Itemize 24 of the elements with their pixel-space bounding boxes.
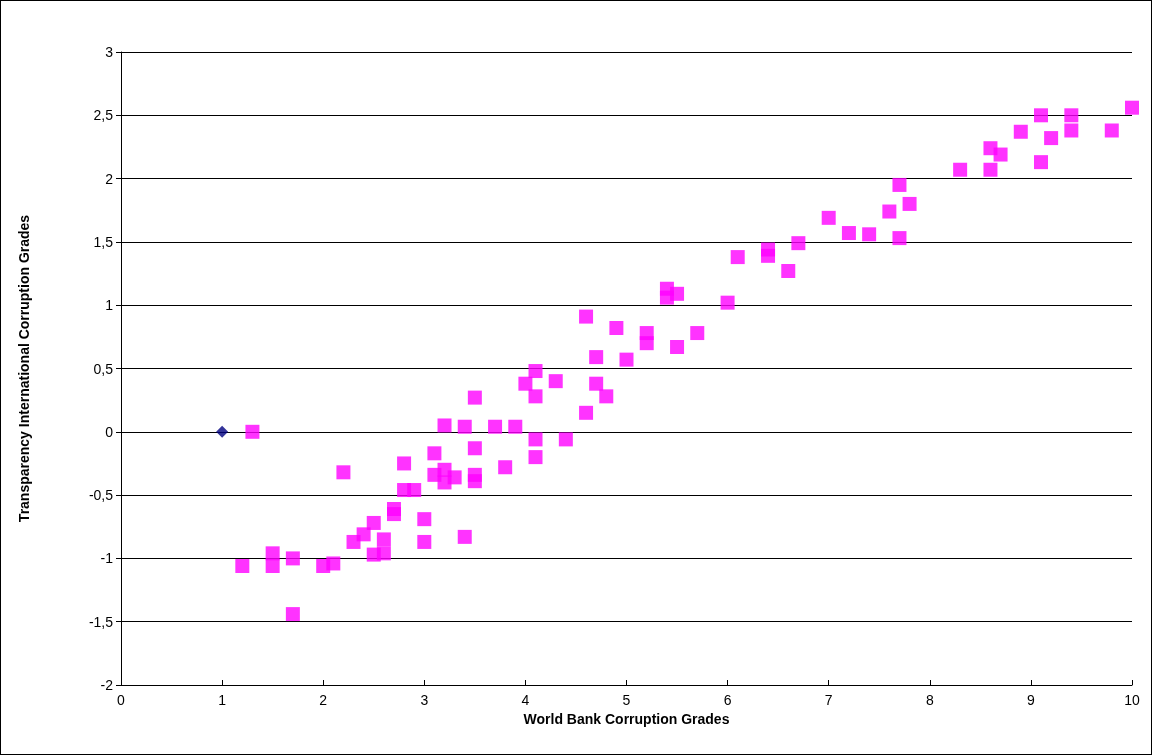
y-tick-label: 0,5 (93, 360, 114, 377)
y-tick-label: 0 (105, 423, 114, 440)
x-tick-label: 2 (319, 692, 328, 708)
x-tick-label: 6 (723, 692, 732, 708)
y-tick-label: 1,5 (93, 233, 114, 250)
x-tick-label: 10 (1124, 692, 1140, 708)
y-tick-label: -1,5 (88, 613, 114, 630)
x-tick-label: 0 (117, 692, 126, 708)
x-tick-label: 7 (824, 692, 833, 708)
y-tick-label: -1 (100, 550, 114, 567)
x-tick-label: 4 (521, 692, 530, 708)
y-tick-label: -0,5 (88, 487, 114, 504)
x-axis-title: World Bank Corruption Grades (523, 710, 730, 727)
x-tick-label: 1 (218, 692, 227, 708)
x-tick-label: 8 (925, 692, 934, 708)
y-tick-label: 1 (105, 297, 114, 314)
x-tick-label: 5 (622, 692, 631, 708)
y-tick-label: -2 (100, 677, 114, 693)
y-tick-label: 2,5 (93, 107, 114, 124)
y-tick-label: 2 (105, 170, 114, 187)
x-tick-label: 3 (420, 692, 429, 708)
x-tick-label: 9 (1027, 692, 1035, 708)
y-tick-label: 3 (105, 44, 114, 60)
y-axis-title: Transparency International Corruption Grades (16, 214, 32, 523)
